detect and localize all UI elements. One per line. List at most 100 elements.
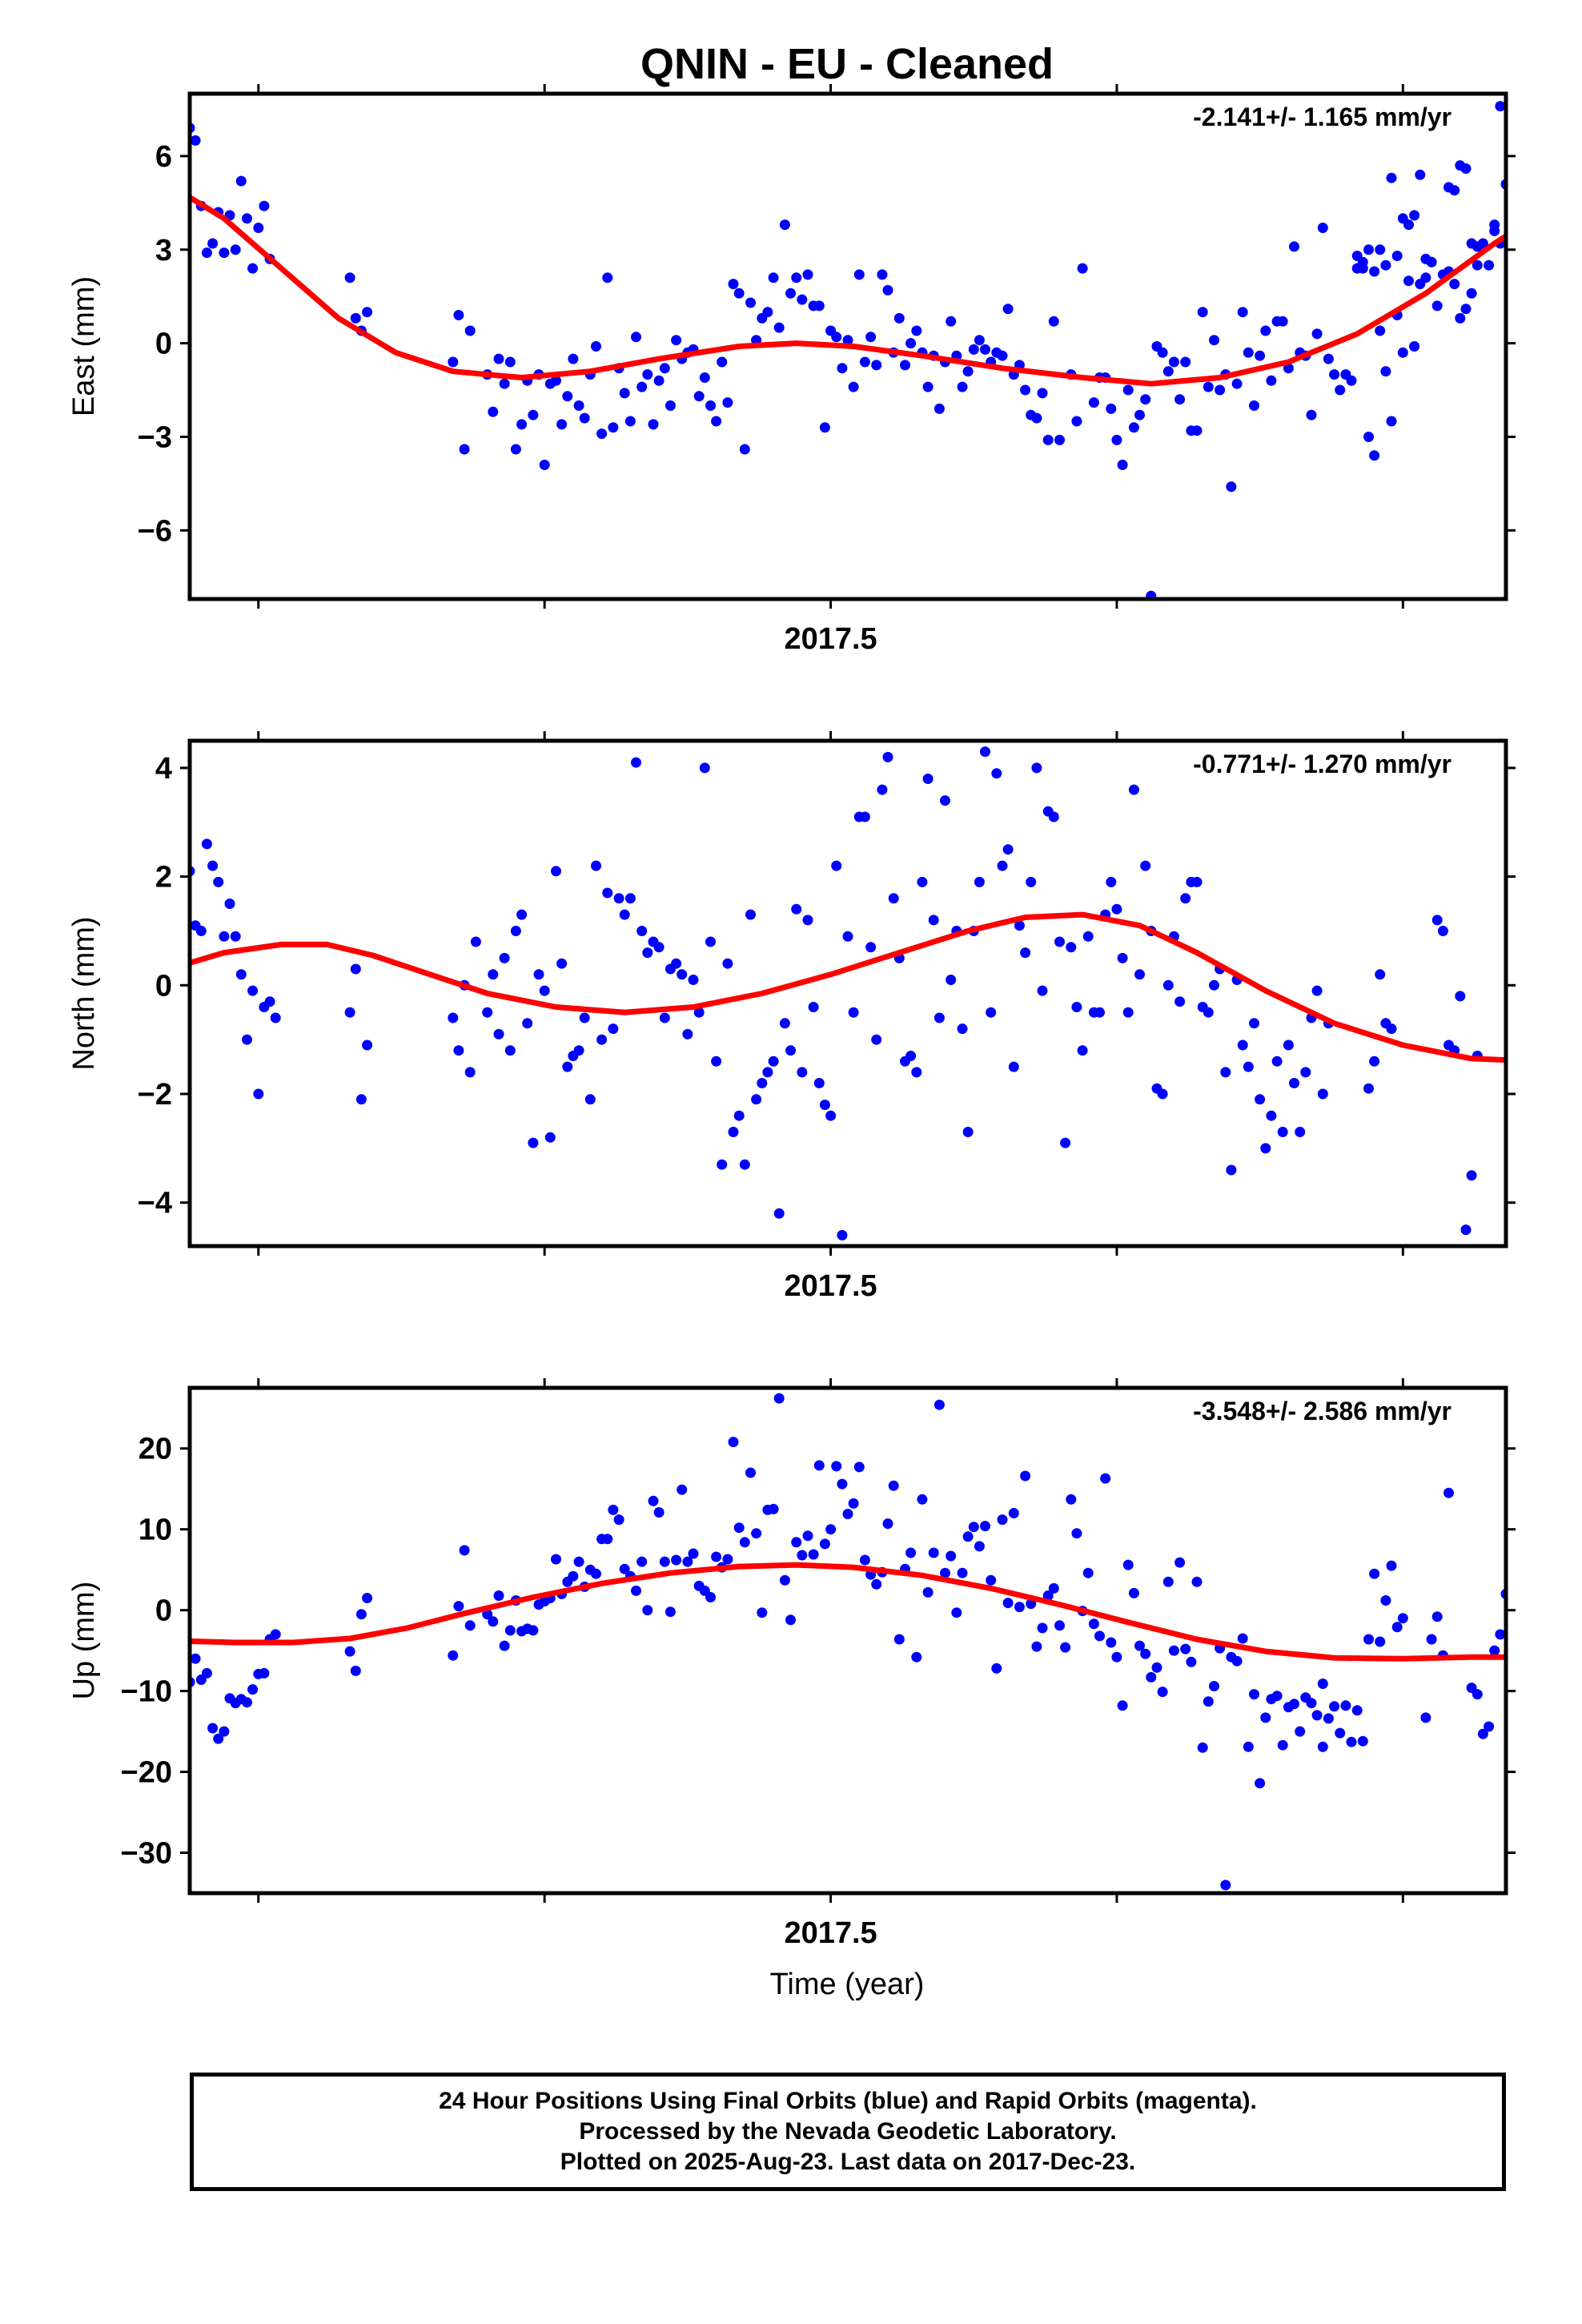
y-tick-label: 0 — [155, 1594, 172, 1628]
data-point — [808, 1549, 819, 1560]
data-point — [1197, 1742, 1208, 1753]
y-tick-label: 3 — [155, 234, 172, 267]
data-point — [1220, 1880, 1231, 1891]
data-point — [842, 1509, 853, 1519]
data-point — [693, 391, 705, 402]
data-point — [1266, 375, 1277, 386]
data-point — [219, 247, 230, 259]
data-point — [1317, 1741, 1328, 1752]
data-point — [779, 1018, 790, 1029]
data-point — [1071, 1528, 1082, 1539]
data-point — [1128, 784, 1139, 795]
data-point — [230, 931, 241, 942]
data-point — [1363, 244, 1374, 255]
data-point — [522, 1018, 533, 1029]
data-point — [1231, 1655, 1243, 1667]
data-point — [871, 1578, 882, 1590]
data-point — [1300, 1067, 1311, 1078]
data-point — [1317, 1088, 1328, 1100]
data-point — [957, 1023, 968, 1035]
data-point — [1529, 173, 1540, 183]
data-point — [173, 1621, 183, 1631]
data-point — [739, 1537, 750, 1548]
data-point — [482, 1609, 493, 1620]
data-point — [1289, 1699, 1299, 1710]
data-point — [613, 893, 624, 904]
data-point — [602, 1534, 613, 1545]
y-axis-label: North (mm) — [67, 916, 101, 1070]
data-point — [1335, 384, 1346, 396]
data-point — [671, 335, 682, 346]
y-tick-label: −10 — [121, 1675, 172, 1709]
data-point — [1437, 926, 1448, 936]
data-point — [1162, 366, 1174, 377]
data-point — [888, 893, 899, 904]
data-point — [962, 1127, 974, 1137]
data-point — [665, 1606, 676, 1618]
data-point — [934, 1399, 945, 1410]
data-point — [1220, 1067, 1231, 1078]
data-point — [1466, 238, 1477, 249]
data-point — [1094, 1630, 1105, 1642]
data-point — [1077, 263, 1088, 274]
footer-caption-box: 24 Hour Positions Using Final Orbits (bl… — [190, 2073, 1506, 2191]
data-point — [853, 269, 865, 280]
data-point — [190, 1653, 201, 1664]
data-point — [173, 959, 183, 969]
data-point — [1460, 304, 1472, 315]
data-point — [493, 1028, 504, 1039]
data-point — [1460, 163, 1472, 174]
data-point — [350, 312, 361, 324]
data-point — [488, 406, 499, 417]
data-point — [1048, 811, 1059, 822]
data-point — [568, 1570, 579, 1582]
y-axis-label: East (mm) — [67, 276, 101, 416]
data-point — [665, 400, 676, 411]
data-point — [242, 1697, 252, 1708]
figure-title: QNIN - EU - Cleaned — [640, 40, 1054, 88]
data-point — [1020, 1470, 1031, 1482]
data-point — [1363, 432, 1374, 442]
data-point — [1008, 1061, 1019, 1072]
data-point — [728, 279, 739, 290]
data-point — [825, 1110, 837, 1121]
data-point — [1002, 1598, 1014, 1609]
data-point — [504, 356, 516, 368]
data-point — [905, 1051, 917, 1061]
data-point — [842, 931, 853, 942]
rate-label: -2.141+/- 1.165 mm/yr — [1193, 103, 1452, 131]
data-point — [711, 416, 722, 427]
data-point — [1203, 1696, 1214, 1707]
data-point — [1346, 375, 1357, 386]
data-point — [1186, 1656, 1197, 1667]
data-point — [510, 926, 521, 936]
data-point — [551, 375, 561, 386]
data-point — [911, 1067, 922, 1078]
data-point — [768, 272, 779, 283]
data-point — [1128, 1587, 1139, 1598]
data-point — [1289, 1078, 1299, 1088]
data-point — [1323, 353, 1334, 364]
data-point — [928, 915, 939, 926]
data-point — [1094, 1007, 1105, 1018]
data-point — [722, 958, 733, 969]
data-point — [813, 1460, 825, 1471]
data-point — [1255, 1094, 1266, 1105]
data-point — [551, 866, 561, 877]
data-point — [1271, 1691, 1283, 1702]
data-point — [596, 428, 608, 440]
data-point — [1472, 1689, 1483, 1700]
data-point — [201, 838, 212, 850]
data-point — [1351, 1705, 1363, 1716]
data-point — [539, 985, 550, 996]
data-point — [270, 1629, 281, 1640]
data-point — [1266, 1110, 1277, 1121]
data-point — [831, 332, 842, 343]
data-point — [819, 1100, 830, 1111]
data-point — [350, 1665, 361, 1676]
data-point — [1484, 1721, 1495, 1732]
data-point — [871, 1034, 882, 1045]
data-point — [1484, 259, 1495, 271]
data-point — [1031, 1641, 1042, 1652]
data-point — [1466, 287, 1477, 299]
